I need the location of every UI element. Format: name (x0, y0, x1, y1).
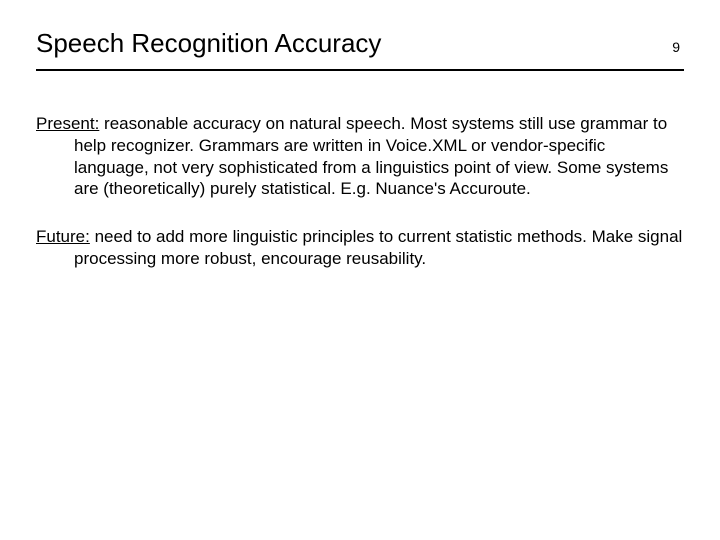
header: Speech Recognition Accuracy 9 (36, 28, 684, 67)
paragraph-label: Future: (36, 227, 90, 246)
paragraph-future: Future: need to add more linguistic prin… (36, 226, 684, 270)
body: Present: reasonable accuracy on natural … (36, 113, 684, 270)
page-number: 9 (672, 39, 684, 55)
paragraph-label: Present: (36, 114, 99, 133)
paragraph-present: Present: reasonable accuracy on natural … (36, 113, 684, 200)
slide: Speech Recognition Accuracy 9 Present: r… (0, 0, 720, 540)
paragraph-text: reasonable accuracy on natural speech. M… (74, 114, 668, 198)
page-title: Speech Recognition Accuracy (36, 28, 381, 59)
paragraph-text: need to add more linguistic principles t… (74, 227, 682, 268)
header-rule (36, 69, 684, 71)
